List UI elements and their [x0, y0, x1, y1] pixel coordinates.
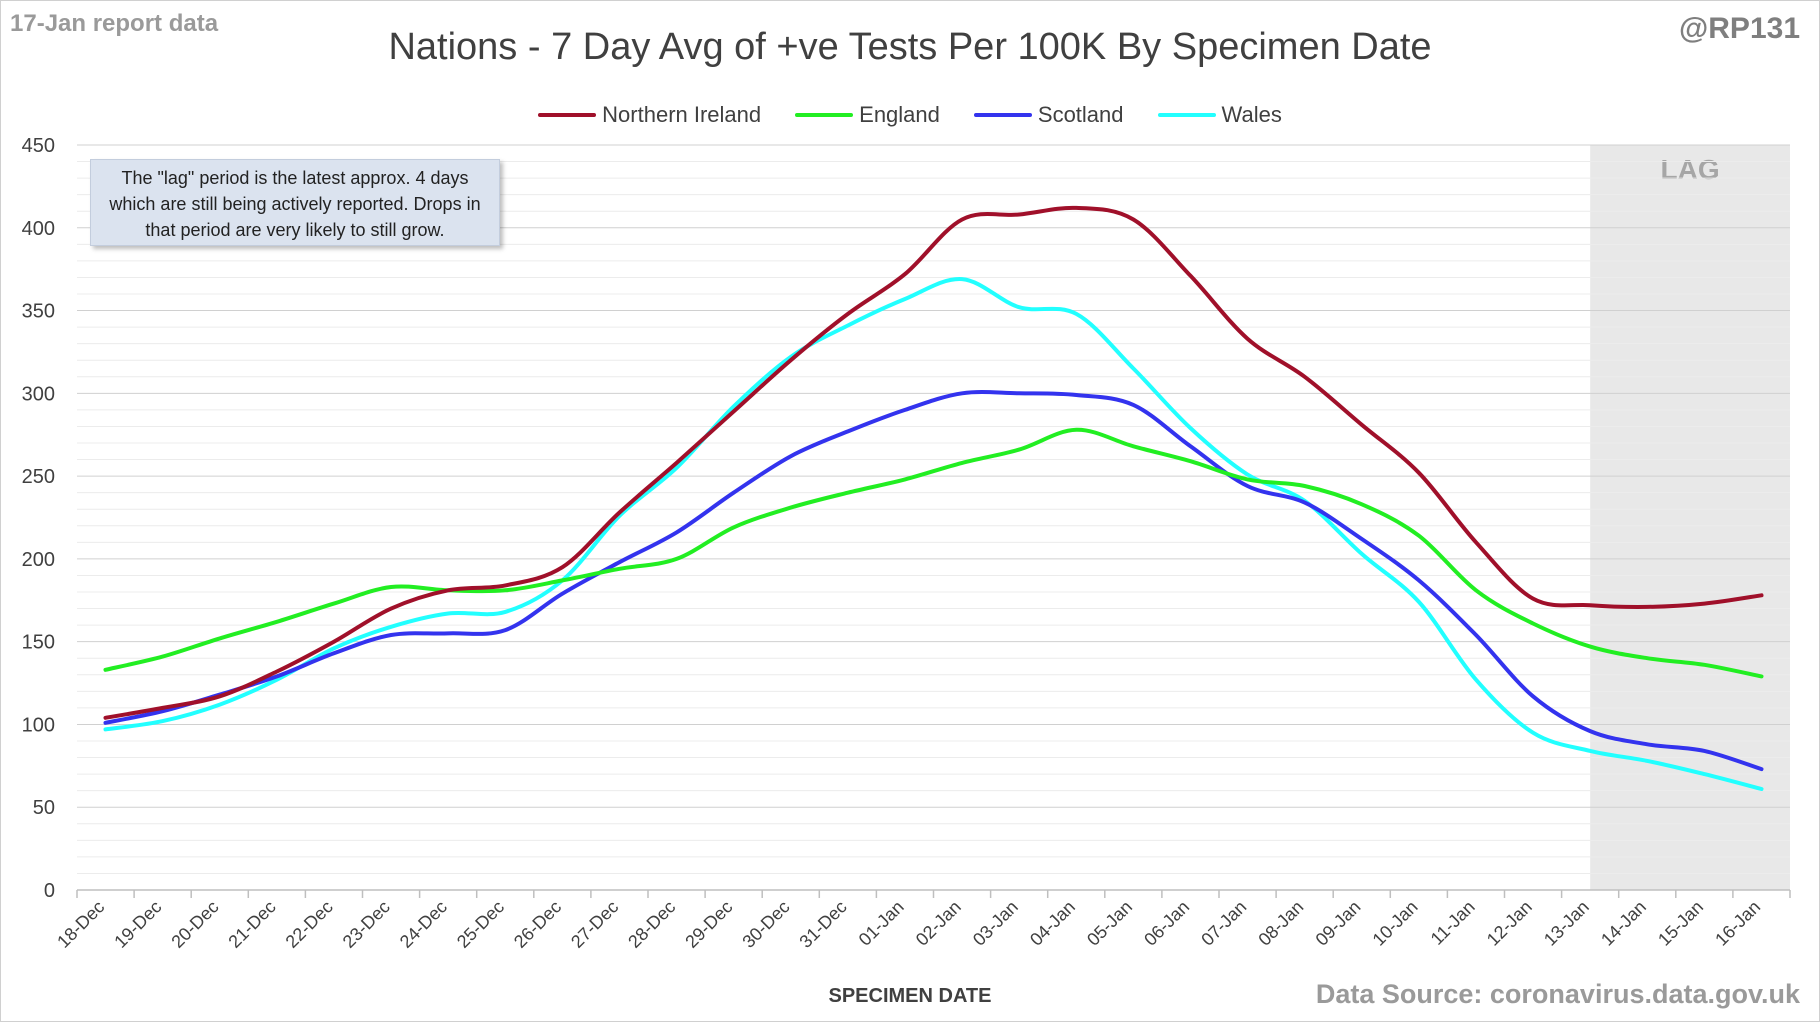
x-tick-label: 15-Jan — [1654, 897, 1707, 950]
legend-label: Wales — [1221, 102, 1282, 127]
x-tick-label: 10-Jan — [1369, 897, 1422, 950]
x-tick-label: 07-Jan — [1197, 897, 1250, 950]
data-source: Data Source: coronavirus.data.gov.uk — [1315, 979, 1800, 1009]
legend-item: Scotland — [973, 100, 1124, 130]
x-tick-label: 26-Dec — [510, 897, 565, 952]
legend-swatch — [538, 113, 597, 117]
legend-label: Northern Ireland — [602, 102, 762, 127]
series-line-england — [103, 427, 1764, 679]
x-tick-label: 12-Jan — [1483, 897, 1536, 950]
x-tick-label: 16-Jan — [1711, 897, 1764, 950]
legend-item: Northern Ireland — [538, 100, 761, 130]
legend-swatch — [795, 113, 854, 117]
y-tick-label: 0 — [44, 880, 55, 902]
y-tick-label: 100 — [22, 714, 55, 736]
chart-title: Nations - 7 Day Avg of +ve Tests Per 100… — [388, 26, 1432, 68]
legend-label: England — [859, 102, 940, 127]
x-tick-label: 28-Dec — [624, 897, 679, 952]
x-tick-label: 21-Dec — [225, 897, 280, 952]
legend-swatch — [973, 113, 1032, 117]
x-tick-label: 30-Dec — [738, 897, 793, 952]
y-tick-label: 350 — [22, 301, 55, 323]
legend: Northern Ireland England Scotland Wales — [0, 100, 1820, 130]
report-date-label: 17-Jan report data — [10, 10, 219, 37]
x-tick-label: 22-Dec — [282, 897, 337, 952]
series-line-northern-ireland — [103, 205, 1764, 720]
author-handle: @RP131 — [1679, 12, 1800, 45]
x-tick-label: 20-Dec — [167, 897, 222, 952]
y-tick-label: 200 — [22, 549, 55, 571]
x-tick-label: 19-Dec — [110, 897, 165, 952]
y-tick-label: 150 — [22, 632, 55, 654]
x-tick-label: 01-Jan — [855, 897, 908, 950]
x-tick-label: 13-Jan — [1540, 897, 1593, 950]
legend-item: Wales — [1157, 100, 1282, 130]
x-tick-label: 24-Dec — [396, 897, 451, 952]
y-tick-label: 50 — [33, 797, 55, 819]
x-tick-label: 08-Jan — [1254, 897, 1307, 950]
lag-label: LAG — [1661, 154, 1720, 185]
y-tick-label: 450 — [22, 135, 55, 157]
x-tick-label: 06-Jan — [1140, 897, 1193, 950]
x-axis-title: SPECIMEN DATE — [828, 985, 992, 1007]
x-tick-label: 02-Jan — [912, 897, 965, 950]
x-tick-label: 25-Dec — [453, 897, 508, 952]
y-tick-label: 250 — [22, 466, 55, 488]
x-tick-label: 11-Jan — [1427, 897, 1479, 949]
x-tick-label: 04-Jan — [1026, 897, 1079, 950]
lag-region — [1590, 145, 1790, 890]
x-tick-label: 18-Dec — [53, 897, 108, 952]
legend-label: Scotland — [1037, 102, 1124, 127]
y-tick-label: 400 — [22, 218, 55, 240]
x-tick-label: 14-Jan — [1597, 897, 1650, 950]
legend-swatch — [1157, 113, 1216, 117]
x-tick-label: 31-Dec — [796, 897, 851, 952]
y-tick-label: 300 — [22, 383, 55, 405]
x-tick-label: 29-Dec — [681, 897, 736, 952]
x-tick-label: 09-Jan — [1312, 897, 1365, 950]
x-tick-label: 23-Dec — [339, 897, 394, 952]
series-line-wales — [103, 277, 1764, 791]
x-tick-label: 05-Jan — [1083, 897, 1136, 950]
x-tick-label: 27-Dec — [567, 897, 622, 952]
series-line-scotland — [103, 390, 1764, 772]
lag-note: The "lag" period is the latest approx. 4… — [90, 159, 500, 246]
legend-item: England — [795, 100, 940, 130]
x-tick-label: 03-Jan — [969, 897, 1022, 950]
